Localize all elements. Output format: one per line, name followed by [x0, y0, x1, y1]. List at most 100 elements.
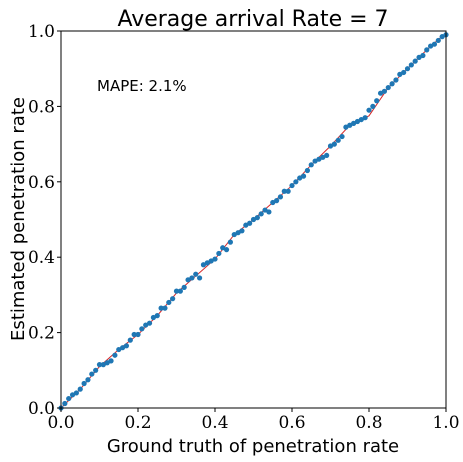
- x-tick-label: 0.0: [47, 413, 74, 433]
- data-point: [316, 156, 322, 162]
- data-point: [139, 326, 145, 332]
- data-point: [377, 90, 384, 96]
- data-point: [343, 124, 349, 130]
- data-point: [150, 314, 156, 321]
- data-point: [108, 358, 114, 364]
- data-point: [389, 81, 395, 87]
- x-tick-label: 0.6: [278, 413, 305, 433]
- data-point: [62, 400, 68, 407]
- data-point: [170, 296, 176, 302]
- data-point: [439, 34, 445, 40]
- data-point: [270, 199, 276, 206]
- data-point: [85, 377, 91, 383]
- data-point: [366, 107, 372, 113]
- data-point: [154, 313, 160, 319]
- data-point: [235, 230, 241, 236]
- data-point: [262, 207, 268, 213]
- data-point: [339, 133, 345, 140]
- data-point: [135, 331, 141, 338]
- data-point: [69, 392, 76, 398]
- data-point: [185, 277, 191, 283]
- data-point: [401, 69, 407, 76]
- data-point: [281, 188, 287, 194]
- data-point: [254, 215, 260, 221]
- data-point: [146, 320, 153, 326]
- data-point: [181, 284, 187, 290]
- data-point: [331, 141, 337, 147]
- y-tick-label: 0.2: [28, 324, 55, 344]
- data-point: [374, 98, 380, 104]
- data-point: [197, 275, 203, 281]
- data-point: [131, 331, 137, 338]
- data-point: [327, 143, 334, 149]
- data-point: [285, 188, 291, 194]
- data-point: [289, 182, 295, 189]
- data-point: [416, 54, 422, 60]
- data-point: [166, 299, 172, 306]
- data-point: [428, 43, 434, 49]
- data-point: [258, 211, 264, 217]
- data-point: [216, 250, 222, 257]
- data-point: [208, 258, 214, 264]
- data-point: [223, 247, 230, 253]
- data-point: [93, 367, 99, 373]
- data-point: [116, 346, 122, 353]
- data-point: [200, 262, 207, 268]
- data-point: [81, 380, 87, 387]
- data-point: [204, 260, 210, 266]
- data-point: [358, 116, 364, 123]
- ticks-layer: 0.0 0.2 0.4 0.6 0.8 1.0 0.0 0.2 0.4 0.6 0.8 1.0: [28, 22, 460, 433]
- data-point: [412, 58, 418, 64]
- data-point: [158, 305, 164, 311]
- x-tick-label: 0.2: [124, 413, 151, 433]
- data-point: [293, 179, 299, 185]
- data-point: [404, 66, 411, 72]
- data-point: [320, 154, 326, 160]
- data-point: [120, 345, 126, 351]
- y-tick-label: 0.4: [28, 248, 55, 268]
- data-point: [250, 216, 257, 223]
- x-axis-label: Ground truth of penetration rate: [107, 436, 399, 457]
- data-point: [193, 271, 199, 277]
- data-point: [73, 390, 79, 396]
- data-point: [239, 228, 245, 234]
- data-point: [397, 71, 403, 77]
- data-point: [385, 84, 391, 91]
- plot-frame: [60, 30, 447, 409]
- data-point: [354, 118, 361, 125]
- data-point: [408, 62, 414, 68]
- data-point: [89, 371, 95, 377]
- data-point: [231, 231, 237, 238]
- data-point: [66, 395, 72, 402]
- data-point: [304, 167, 310, 174]
- data-point: [347, 122, 353, 128]
- data-point: [297, 175, 303, 181]
- data-point: [123, 343, 130, 349]
- data-point: [435, 37, 441, 44]
- data-point: [274, 198, 280, 204]
- x-tick-label: 0.8: [355, 413, 382, 433]
- data-point: [173, 288, 180, 294]
- data-point: [104, 360, 110, 366]
- data-point: [247, 220, 253, 226]
- y-axis-label: Estimated penetration rate: [8, 97, 29, 341]
- data-point: [393, 77, 399, 83]
- y-tick-label: 0.6: [28, 173, 55, 193]
- data-point: [220, 245, 226, 251]
- data-point: [100, 362, 106, 368]
- data-point: [227, 239, 233, 245]
- data-point: [300, 173, 307, 179]
- data-point: [112, 352, 118, 358]
- x-tick-label: 0.4: [201, 413, 228, 433]
- mape-annotation: MAPE: 2.1%: [97, 77, 187, 95]
- data-points-layer: [58, 32, 449, 411]
- x-tick-label: 1.0: [432, 413, 459, 433]
- y-tick-label: 0.8: [28, 97, 55, 117]
- data-point: [143, 322, 149, 328]
- data-point: [351, 120, 357, 126]
- data-point: [362, 115, 368, 121]
- y-tick-label: 1.0: [28, 22, 55, 42]
- data-point: [335, 137, 341, 143]
- data-point: [324, 152, 330, 159]
